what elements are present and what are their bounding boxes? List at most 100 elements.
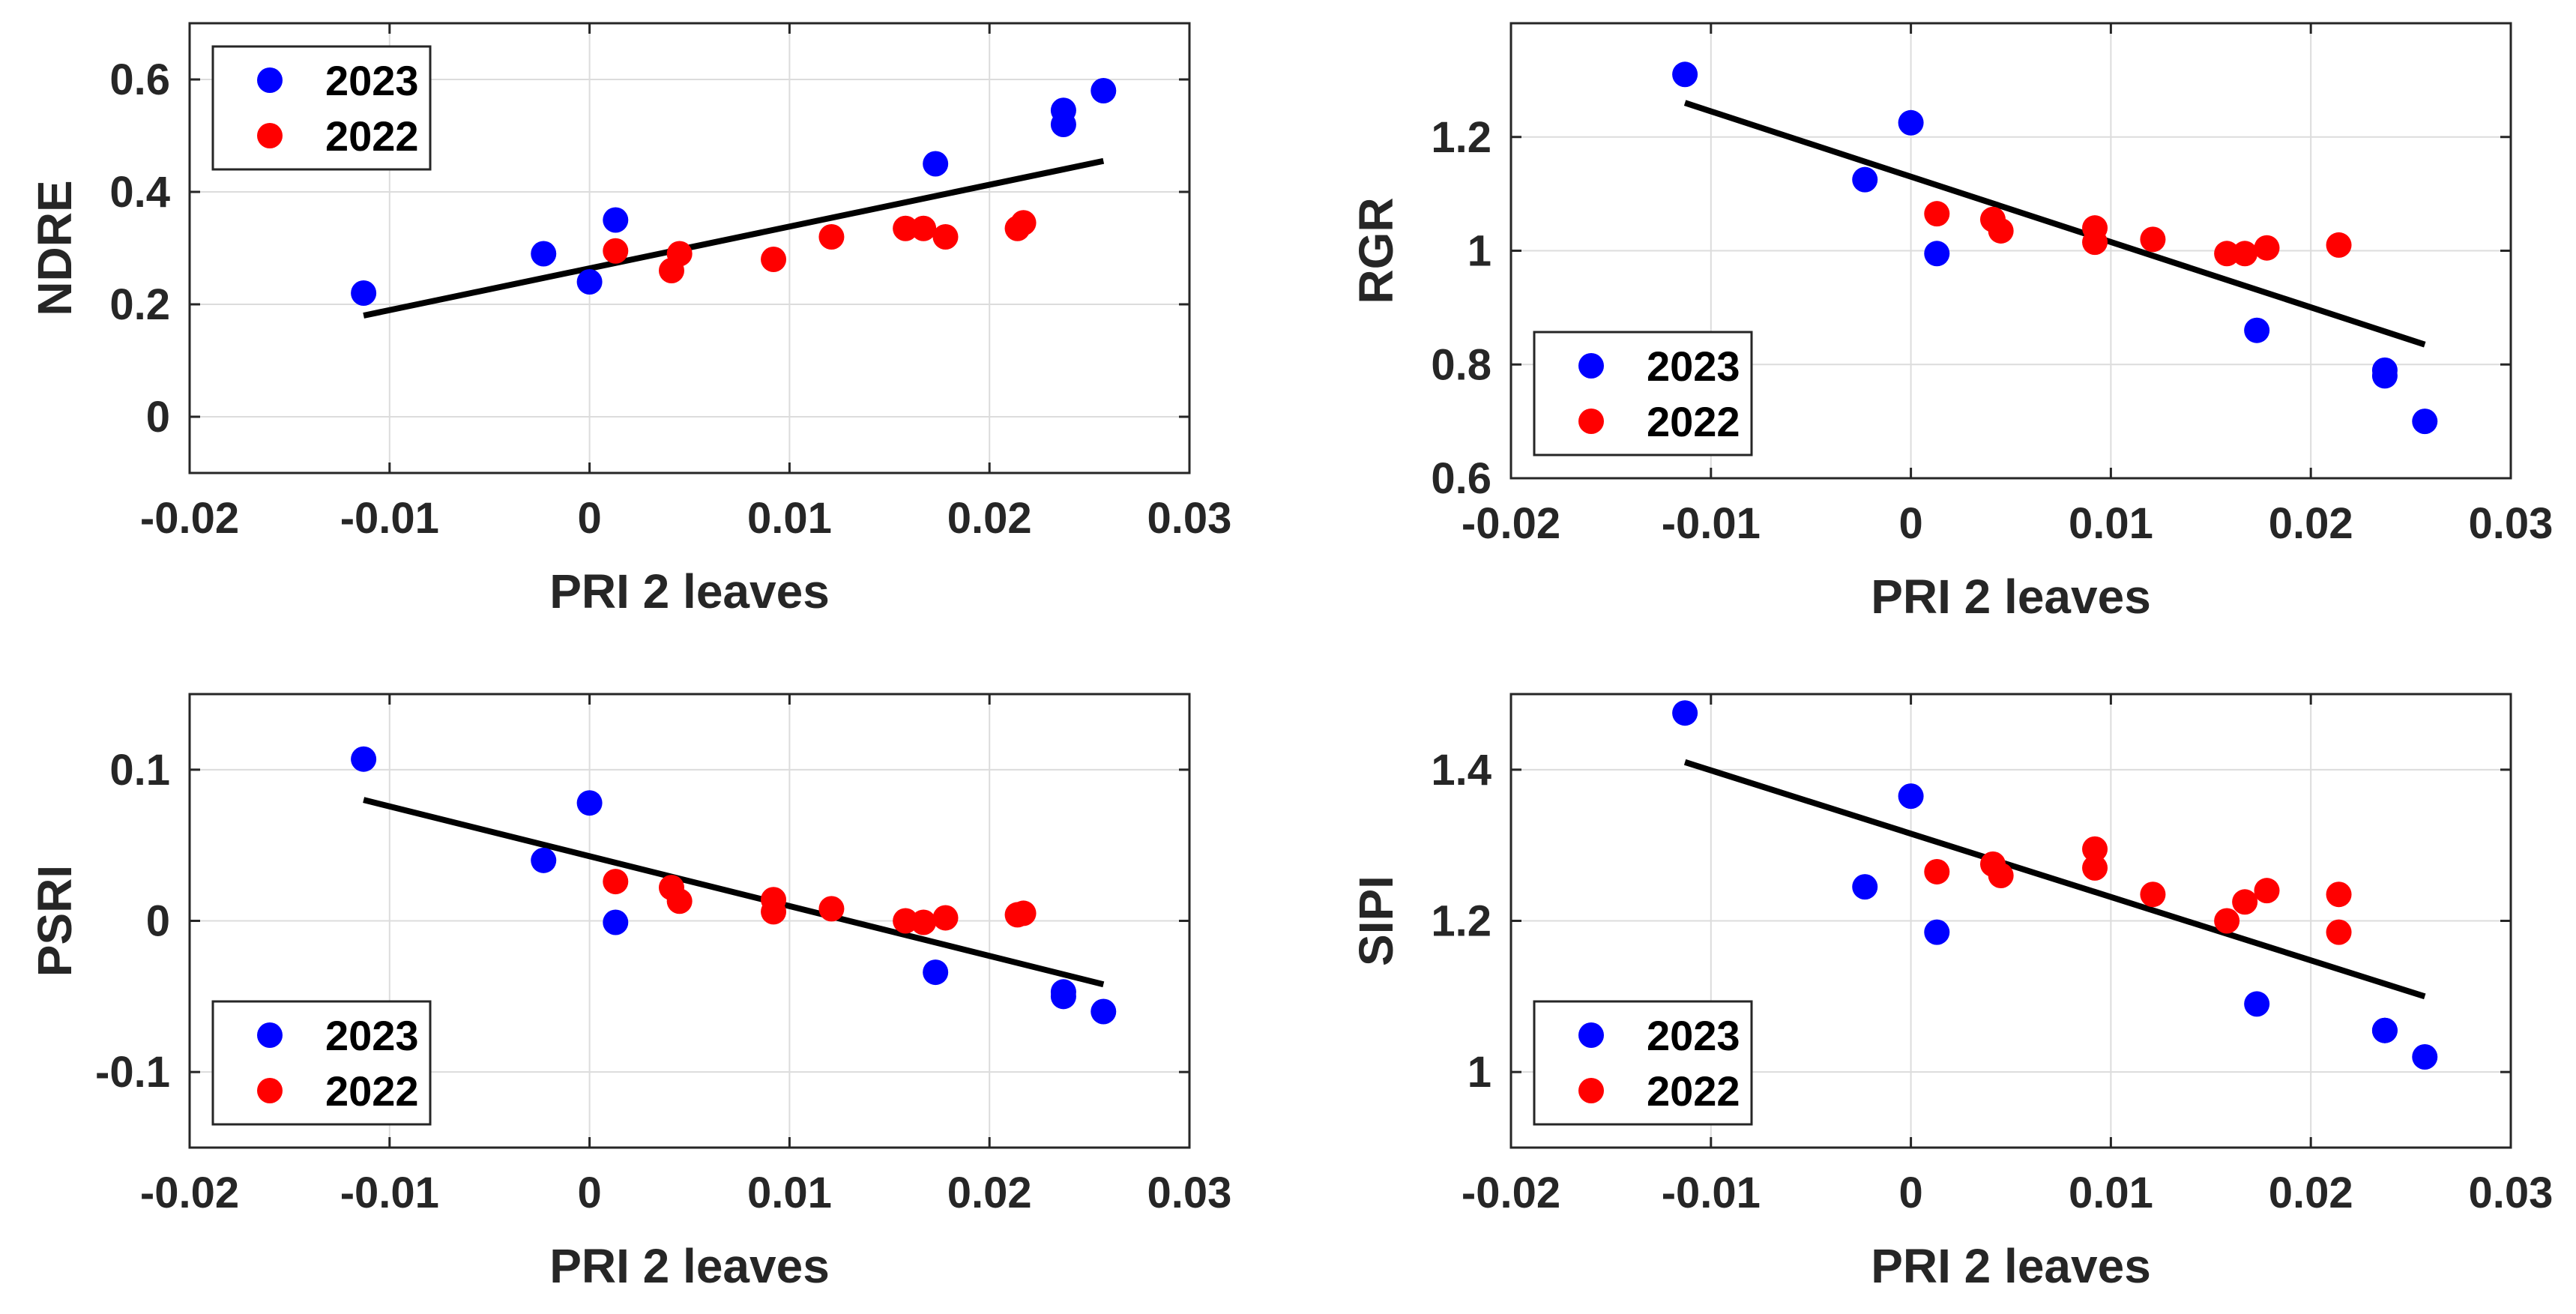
y-tick-label: 1	[1468, 227, 1491, 276]
x-tick-label: 0.01	[2069, 499, 2153, 548]
data-point-2022	[2082, 836, 2108, 862]
y-tick-label: 0.8	[1431, 340, 1491, 389]
legend: 2023 2022	[211, 45, 432, 171]
data-point-2022	[2082, 229, 2108, 256]
data-point-2022	[2232, 889, 2258, 915]
x-tick-label: 0.03	[2469, 1169, 2554, 1217]
data-point-2023	[576, 269, 603, 295]
legend-box	[1533, 331, 1753, 456]
regression-line	[1683, 759, 2426, 1000]
y-tick-label: 0.4	[109, 168, 170, 217]
data-point-2022	[818, 896, 845, 922]
y-tick-label: 0.2	[109, 280, 170, 329]
data-point-2023	[1924, 919, 1950, 945]
data-point-2022	[1924, 201, 1950, 227]
data-point-2022	[2326, 881, 2352, 908]
data-point-2023	[2371, 1017, 2398, 1043]
data-point-2023	[1898, 783, 1924, 810]
x-tick-label: 0	[1898, 1169, 1922, 1217]
data-point-2022	[2326, 919, 2352, 945]
data-point-2023	[1091, 998, 1117, 1025]
legend-entry-2023: 2023	[325, 57, 419, 104]
data-point-2023	[1852, 874, 1878, 900]
x-tick-label: 0.01	[2069, 1169, 2153, 1217]
data-point-2022	[2082, 855, 2108, 881]
chart-panel-ndre: -0.02 -0.01 0 0.01 0.02 0.03 0 0.2 0.4 0.6 PRI 2 l…	[28, 22, 1232, 618]
x-tick-label: 0.02	[2269, 1169, 2353, 1217]
data-point-2022	[603, 869, 629, 895]
x-tick-label: -0.01	[340, 1169, 439, 1217]
data-point-2023	[2244, 317, 2270, 343]
x-axis-label: PRI 2 leaves	[549, 564, 830, 618]
y-tick-label: 0.6	[1431, 454, 1491, 503]
data-point-2022	[2232, 241, 2258, 267]
chart-panel-rgr: -0.02 -0.01 0 0.01 0.02 0.03 0.6 0.8 1 1.2 PRI 2 l…	[1349, 22, 2554, 624]
data-point-2022	[2214, 908, 2240, 934]
data-point-2022	[2214, 241, 2240, 267]
legend-marker-2023	[1578, 1022, 1604, 1048]
legend-marker-2022	[257, 123, 283, 148]
data-point-2023	[531, 847, 557, 873]
legend-marker-2022	[257, 1078, 283, 1103]
x-tick-label: 0.03	[1147, 1169, 1232, 1217]
x-tick-label: -0.01	[1662, 1169, 1761, 1217]
legend-entry-2023: 2023	[1647, 343, 1740, 390]
data-point-2022	[2140, 226, 2166, 253]
data-point-2022	[893, 215, 919, 241]
data-point-2023	[2412, 1044, 2438, 1070]
data-point-2023	[1898, 109, 1924, 136]
x-tick-label: -0.02	[140, 494, 239, 543]
x-tick-label: 0.02	[947, 494, 1032, 543]
legend-entry-2022: 2022	[1647, 398, 1740, 445]
y-tick-label: 0	[146, 393, 170, 441]
x-tick-label: -0.01	[340, 494, 439, 543]
y-tick-label: -0.1	[95, 1048, 170, 1097]
data-point-2022	[761, 247, 787, 272]
legend-marker-2023	[257, 1022, 283, 1048]
data-point-2022	[1988, 217, 2014, 244]
chart-panel-psri: -0.02 -0.01 0 0.01 0.02 0.03 -0.1 0 0.1 PRI 2 lea…	[28, 693, 1232, 1293]
x-tick-label: 0.01	[747, 494, 832, 543]
data-point-2023	[923, 959, 949, 986]
legend-box	[1533, 1000, 1753, 1126]
data-point-2023	[603, 909, 629, 935]
legend: 2023 2022	[211, 1000, 432, 1126]
x-tick-label: 0.03	[2469, 499, 2554, 548]
data-point-2023	[531, 241, 557, 267]
data-point-2023	[1852, 166, 1878, 193]
y-tick-label: 0.1	[109, 746, 170, 795]
data-point-2023	[351, 746, 377, 772]
data-point-2023	[2371, 357, 2398, 383]
data-point-2022	[1010, 900, 1037, 926]
y-tick-label: 1	[1468, 1048, 1491, 1097]
data-point-2022	[603, 238, 629, 264]
data-point-2023	[603, 207, 629, 233]
data-point-2022	[932, 224, 959, 250]
legend: 2023 2022	[1533, 331, 1753, 456]
data-point-2023	[1672, 61, 1698, 88]
data-point-2023	[923, 151, 949, 177]
data-point-2022	[818, 224, 845, 250]
legend-marker-2023	[257, 67, 283, 93]
data-point-2023	[1091, 78, 1117, 103]
data-point-2022	[932, 905, 959, 931]
y-tick-label: 1.4	[1431, 746, 1491, 795]
chart-panel-sipi: -0.02 -0.01 0 0.01 0.02 0.03 1 1.2 1.4 PRI 2 leav…	[1349, 693, 2554, 1293]
data-point-2023	[351, 280, 377, 306]
data-point-2022	[761, 899, 787, 925]
data-point-2022	[1924, 858, 1950, 884]
y-tick-label: 1.2	[1431, 897, 1491, 946]
x-axis-label: PRI 2 leaves	[1871, 570, 2151, 624]
regression-line	[1683, 100, 2426, 348]
data-point-2023	[1050, 97, 1076, 124]
y-tick-label: 0.6	[109, 55, 170, 104]
legend-marker-2022	[1578, 1078, 1604, 1103]
data-point-2022	[2254, 878, 2280, 904]
y-axis-label: NDRE	[28, 180, 82, 316]
data-point-2022	[2254, 235, 2280, 261]
x-tick-label: 0.03	[1147, 494, 1232, 543]
legend-entry-2022: 2022	[325, 1067, 419, 1115]
x-tick-label: 0.02	[2269, 499, 2353, 548]
data-point-2022	[666, 888, 693, 914]
